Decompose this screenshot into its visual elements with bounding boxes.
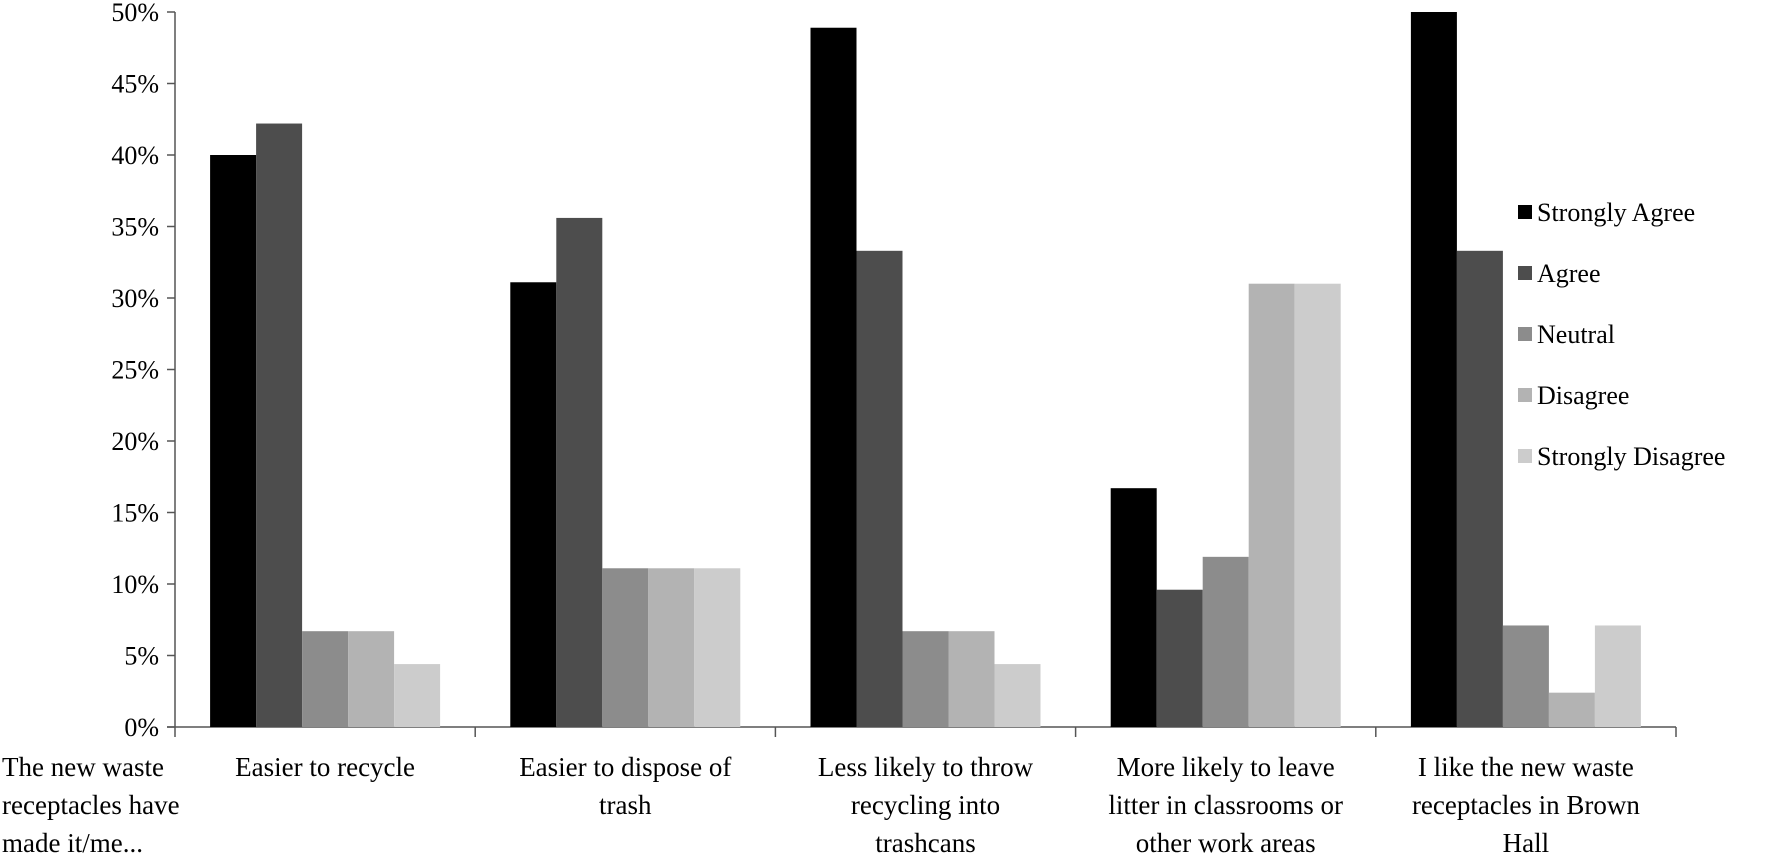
bar <box>1594 625 1641 727</box>
y-tick-label: 25% <box>111 356 159 385</box>
y-tick-label: 15% <box>111 499 159 528</box>
x-tick-label: Less likely to throw recycling into tras… <box>817 752 1034 858</box>
row-label: The new waste receptacles have made it/m… <box>2 752 180 858</box>
bar <box>348 631 395 727</box>
legend-swatch <box>1518 205 1532 219</box>
bar <box>1202 556 1249 727</box>
bar <box>1156 589 1203 727</box>
bar <box>394 664 441 727</box>
bar <box>902 631 949 727</box>
bar <box>556 217 603 728</box>
legend-swatch <box>1518 449 1532 463</box>
y-tick-label: 50% <box>111 0 159 27</box>
legend-label: Agree <box>1537 259 1601 288</box>
y-tick-label: 0% <box>124 713 159 742</box>
legend-swatch <box>1518 327 1532 341</box>
bar <box>602 568 649 727</box>
bar <box>1548 692 1595 727</box>
legend-swatch <box>1518 266 1532 280</box>
legend-label: Strongly Agree <box>1537 198 1695 227</box>
bar <box>1456 250 1503 727</box>
y-tick-label: 5% <box>124 642 159 671</box>
bar <box>994 664 1041 727</box>
bar <box>256 123 303 728</box>
bar <box>210 155 257 727</box>
y-tick-label: 20% <box>111 427 159 456</box>
bar <box>648 568 695 727</box>
legend-label: Strongly Disagree <box>1537 442 1725 471</box>
axes: 0% 5% 10% 15% 20% 25% 30% 35% 40% 45% 50% <box>111 0 1677 742</box>
y-tick-label: 30% <box>111 284 159 313</box>
bars <box>210 12 1641 728</box>
legend-label: Disagree <box>1537 381 1629 410</box>
bar <box>510 282 557 727</box>
bar <box>1248 283 1295 727</box>
legend-label: Neutral <box>1537 320 1615 349</box>
bar <box>1294 283 1341 727</box>
x-tick-label: More likely to leave litter in classroom… <box>1108 752 1344 858</box>
y-tick-label: 10% <box>111 570 159 599</box>
bar <box>302 631 349 727</box>
y-tick-label: 45% <box>111 70 159 99</box>
bar <box>1410 12 1457 727</box>
bar <box>810 27 857 728</box>
legend-swatch <box>1518 388 1532 402</box>
bar <box>856 250 903 727</box>
x-tick-label: Easier to dispose of trash <box>519 752 732 820</box>
bar <box>1110 488 1157 727</box>
x-tick-label: I like the new waste receptacles in Brow… <box>1411 752 1640 858</box>
y-tick-label: 35% <box>111 213 159 242</box>
legend: Strongly Agree Agree Neutral Disagree Strong… <box>1518 198 1725 471</box>
bar <box>948 631 995 727</box>
bar <box>694 568 741 727</box>
bar <box>1502 625 1549 727</box>
y-tick-label: 40% <box>111 141 159 170</box>
x-tick-label: Easier to recycle <box>235 752 416 782</box>
